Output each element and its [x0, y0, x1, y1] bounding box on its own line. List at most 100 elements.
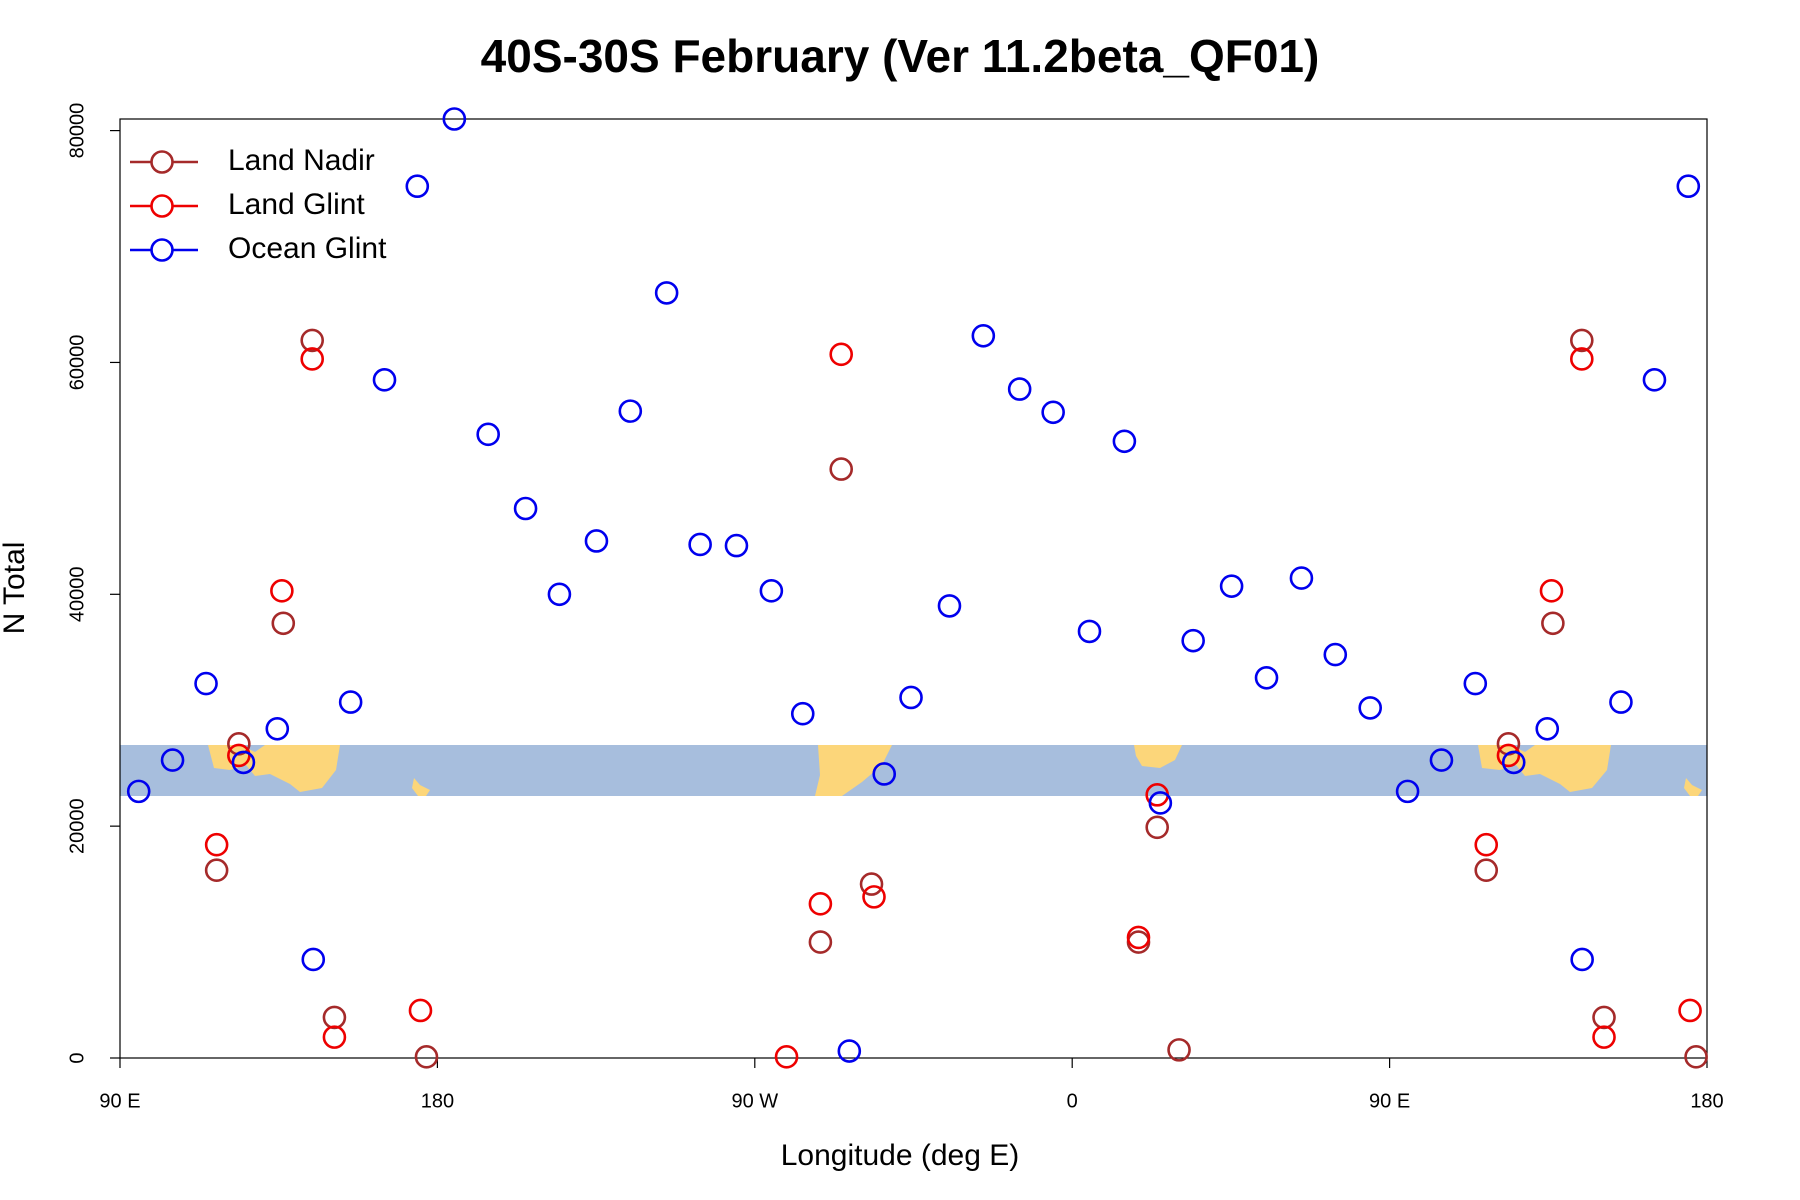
point [414, 1045, 439, 1069]
point [654, 281, 679, 305]
point [1642, 368, 1667, 392]
point [1676, 174, 1701, 199]
point [1145, 815, 1169, 840]
point [1041, 400, 1065, 425]
point [1678, 998, 1702, 1023]
point [265, 716, 290, 741]
point [1570, 328, 1594, 353]
point [584, 529, 609, 553]
y-tick-label: 20000 [66, 798, 88, 854]
x-tick-label: 180 [1690, 1090, 1723, 1112]
point [1501, 750, 1526, 775]
point [829, 342, 854, 367]
land-south-america [815, 745, 892, 796]
land-new-zealand [412, 778, 430, 796]
point [1539, 579, 1564, 603]
point [872, 762, 897, 786]
land-australia [1478, 745, 1611, 792]
point [1474, 858, 1499, 883]
point [1323, 642, 1348, 667]
point [204, 858, 229, 883]
point [194, 671, 218, 696]
point [1684, 1045, 1708, 1069]
map-band [120, 745, 1707, 796]
point [204, 832, 229, 857]
point [837, 1039, 862, 1063]
point [300, 347, 325, 371]
point [1535, 716, 1560, 741]
point [271, 611, 296, 636]
legend: Land Nadir Land Glint Ocean Glint [130, 144, 387, 265]
point [408, 998, 433, 1023]
x-tick-label: 180 [421, 1090, 454, 1112]
point [126, 779, 151, 804]
point [301, 947, 326, 972]
point [618, 399, 643, 423]
point [227, 743, 251, 768]
point [774, 1045, 799, 1069]
land-australia [208, 745, 340, 792]
ocean-band [120, 745, 1707, 796]
point [1570, 347, 1594, 371]
y-tick-label: 80000 [66, 103, 88, 159]
point [1609, 690, 1633, 714]
point [1148, 791, 1173, 815]
point [688, 532, 712, 557]
point [1463, 671, 1488, 696]
point [300, 328, 325, 353]
point [1254, 665, 1279, 690]
point [971, 323, 996, 348]
point [1077, 619, 1102, 644]
y-tick-label: 40000 [66, 566, 88, 622]
point [442, 107, 467, 131]
point [513, 496, 538, 521]
point [790, 701, 815, 726]
point [829, 457, 854, 481]
y-tick-label: 0 [66, 1052, 88, 1063]
point [1429, 748, 1454, 772]
legend-label: Land Nadir [228, 144, 375, 177]
chart-title: 40S-30S February (Ver 11.2beta_QF01) [481, 30, 1320, 82]
x-tick-label: 0 [1067, 1090, 1078, 1112]
x-tick-label: 90 E [99, 1090, 140, 1112]
legend-marker [150, 194, 174, 218]
series [204, 342, 1702, 1069]
point [859, 872, 884, 896]
y-axis-label: N Total [0, 542, 31, 635]
point [547, 582, 572, 607]
point [1570, 947, 1594, 972]
point [1592, 1025, 1616, 1049]
series [126, 107, 1701, 1063]
point [862, 885, 886, 909]
point [322, 1025, 347, 1049]
point [724, 533, 749, 558]
point [270, 579, 294, 603]
legend-marker [150, 150, 174, 174]
point [808, 930, 833, 954]
point [405, 174, 430, 199]
land-new-zealand [1684, 778, 1702, 796]
point [338, 690, 363, 714]
plot-frame [119, 118, 1708, 1059]
point [231, 750, 256, 775]
point [1126, 925, 1151, 950]
legend-label: Land Glint [228, 188, 365, 221]
point [1496, 743, 1521, 768]
point [372, 368, 397, 392]
legend-marker [150, 238, 174, 262]
point [1112, 429, 1137, 454]
x-axis-label: Longitude (deg E) [781, 1139, 1020, 1172]
point [160, 748, 185, 772]
point [1358, 696, 1383, 720]
point [476, 422, 500, 447]
land-africa [1134, 745, 1182, 768]
x-tick-label: 90 E [1369, 1090, 1410, 1112]
x-tick-label: 90 W [731, 1090, 778, 1112]
point [1541, 611, 1565, 636]
point [1474, 832, 1499, 857]
point [1289, 566, 1314, 590]
y-tick-label: 60000 [66, 335, 88, 391]
point [1167, 1038, 1191, 1062]
